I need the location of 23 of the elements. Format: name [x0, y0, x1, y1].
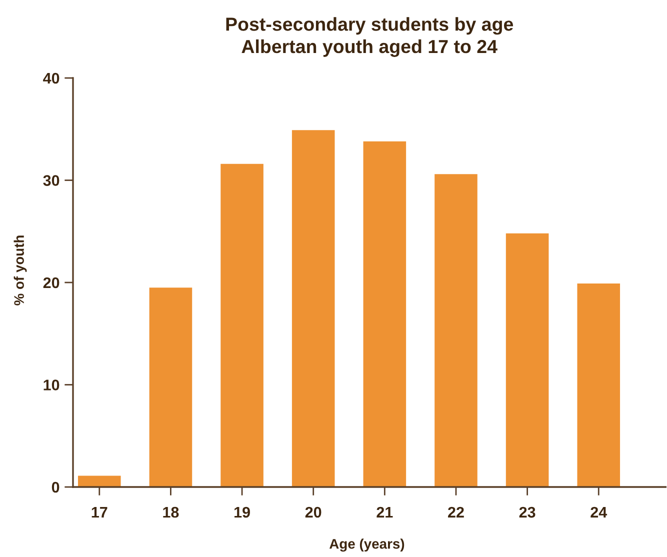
y-tick-label: 10: [44, 380, 60, 390]
bar: [149, 288, 192, 487]
y-tick-label: 20: [43, 277, 60, 288]
y-tick-label: 40: [43, 72, 60, 84]
x-tick-label: 22: [448, 506, 464, 518]
bar: [363, 141, 406, 487]
x-tick-label: 24: [590, 506, 608, 518]
bar: [220, 164, 264, 487]
y-tick-label: 30: [43, 175, 60, 186]
x-tick-label: 23: [519, 506, 536, 518]
bar: [577, 284, 620, 487]
x-axis-title: Age (years): [329, 538, 404, 552]
x-tick-label: 17: [92, 507, 108, 518]
x-tick-label: 21: [376, 506, 393, 518]
x-tick-label: 19: [234, 506, 250, 518]
y-axis-title: % of youth: [14, 236, 27, 306]
chart-title: Post-secondary students by age Albertan youth aged 17 to 24: [226, 17, 514, 57]
y-tick-label: 0: [52, 482, 60, 493]
bar: [506, 233, 549, 487]
bar: [434, 174, 478, 487]
x-tick-label: 20: [305, 506, 322, 518]
x-tick-label: 18: [163, 506, 179, 518]
bar: [292, 130, 335, 487]
